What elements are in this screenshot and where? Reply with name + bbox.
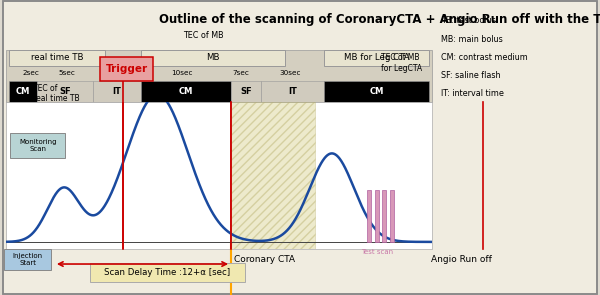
Bar: [367, 190, 371, 242]
Bar: [261, 81, 324, 102]
Bar: [324, 50, 429, 66]
Bar: [390, 190, 394, 242]
Text: IT: IT: [288, 87, 297, 96]
Text: 10sec: 10sec: [171, 70, 193, 76]
Text: Trigger: Trigger: [106, 64, 148, 73]
FancyBboxPatch shape: [4, 249, 51, 270]
Text: TB: test bolus: TB: test bolus: [441, 16, 496, 25]
Text: IT: IT: [113, 87, 121, 96]
Bar: [382, 190, 386, 242]
Text: CM: CM: [370, 87, 383, 96]
Bar: [231, 102, 315, 249]
Text: MB: main bolus: MB: main bolus: [441, 35, 503, 44]
Bar: [37, 81, 93, 102]
Text: Outline of the scanning of CoronaryCTA + Angio Run off with the TBT method: Outline of the scanning of CoronaryCTA +…: [159, 13, 600, 26]
Text: TEC of
real time TB: TEC of real time TB: [33, 84, 80, 104]
Text: 6sec: 6sec: [101, 70, 118, 76]
Text: 2sec: 2sec: [23, 70, 40, 76]
Text: MB for Leg CTA: MB for Leg CTA: [344, 53, 409, 62]
Bar: [6, 102, 432, 249]
Bar: [93, 81, 141, 102]
Bar: [324, 81, 429, 102]
Text: 30sec: 30sec: [279, 70, 301, 76]
Bar: [483, 102, 573, 249]
FancyBboxPatch shape: [100, 57, 153, 81]
Bar: [9, 50, 105, 66]
Bar: [374, 190, 379, 242]
Text: SF: SF: [59, 87, 71, 96]
Text: SF: saline flash: SF: saline flash: [441, 71, 500, 80]
Bar: [231, 81, 261, 102]
Text: Monitoring
Scan: Monitoring Scan: [19, 139, 56, 152]
FancyBboxPatch shape: [10, 133, 65, 158]
Text: Angio Run off: Angio Run off: [431, 255, 491, 264]
Text: CM: CM: [16, 87, 30, 96]
Text: TEC of MB: TEC of MB: [183, 31, 224, 40]
Text: Test scan: Test scan: [361, 249, 393, 255]
Text: Coronary CTA: Coronary CTA: [234, 255, 295, 264]
Text: CM: contrast medium: CM: contrast medium: [441, 53, 528, 62]
Text: 7sec: 7sec: [233, 70, 250, 76]
Bar: [9, 81, 37, 102]
Text: CM: CM: [179, 87, 193, 96]
FancyBboxPatch shape: [90, 263, 245, 282]
Bar: [6, 50, 432, 102]
Text: Scan Delay Time :12+α [sec]: Scan Delay Time :12+α [sec]: [104, 268, 230, 277]
Text: SF: SF: [240, 87, 252, 96]
Text: 5sec: 5sec: [59, 70, 76, 76]
Bar: [141, 81, 231, 102]
Text: IT: interval time: IT: interval time: [441, 89, 504, 99]
Text: Injection
Start: Injection Start: [13, 253, 43, 266]
Text: real time TB: real time TB: [31, 53, 83, 62]
Text: TEC of MB
for LegCTA: TEC of MB for LegCTA: [381, 53, 422, 73]
Text: MB: MB: [206, 53, 220, 62]
Bar: [141, 50, 285, 66]
